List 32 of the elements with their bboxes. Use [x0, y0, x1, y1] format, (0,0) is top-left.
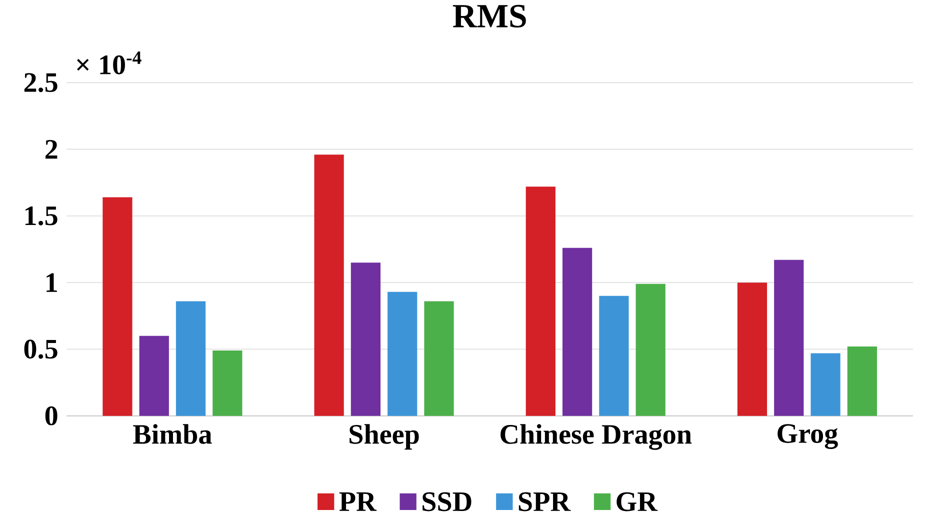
bar: [314, 154, 344, 416]
bar: [388, 292, 418, 416]
y-tick-label: 0: [45, 406, 58, 426]
bar: [774, 260, 804, 416]
bar: [810, 353, 840, 416]
legend-label: GR: [616, 492, 658, 512]
y-tick-label: 2: [46, 140, 58, 159]
legend-label: PR: [339, 492, 377, 511]
bar: [350, 262, 381, 416]
x-tick-label: Bimba: [133, 424, 212, 444]
y-tick-label: 1.5: [25, 206, 58, 226]
bar: [212, 350, 242, 416]
y-tick-label: 0.5: [24, 340, 58, 359]
text: × 10$^{-4}$: [77, 51, 142, 74]
bar: [599, 296, 629, 416]
bar: [139, 336, 169, 416]
legend-label: SPR: [518, 492, 571, 512]
bar: [562, 248, 592, 416]
bar: [737, 282, 768, 416]
bar: [102, 197, 132, 416]
chart-title: RMS: [452, 4, 526, 28]
legend-label: SSD: [422, 492, 472, 512]
bar: [526, 186, 556, 416]
bar: [636, 284, 666, 416]
x-tick-label: Chinese Dragon: [500, 424, 692, 450]
bar: [424, 301, 454, 416]
bar: [847, 346, 877, 416]
x-tick-label: Grog: [778, 424, 838, 449]
y-tick-label: 1: [46, 273, 57, 292]
bar: [176, 301, 206, 416]
x-tick-label: Sheep: [350, 424, 419, 450]
y-tick-label: 2.5: [24, 73, 58, 92]
